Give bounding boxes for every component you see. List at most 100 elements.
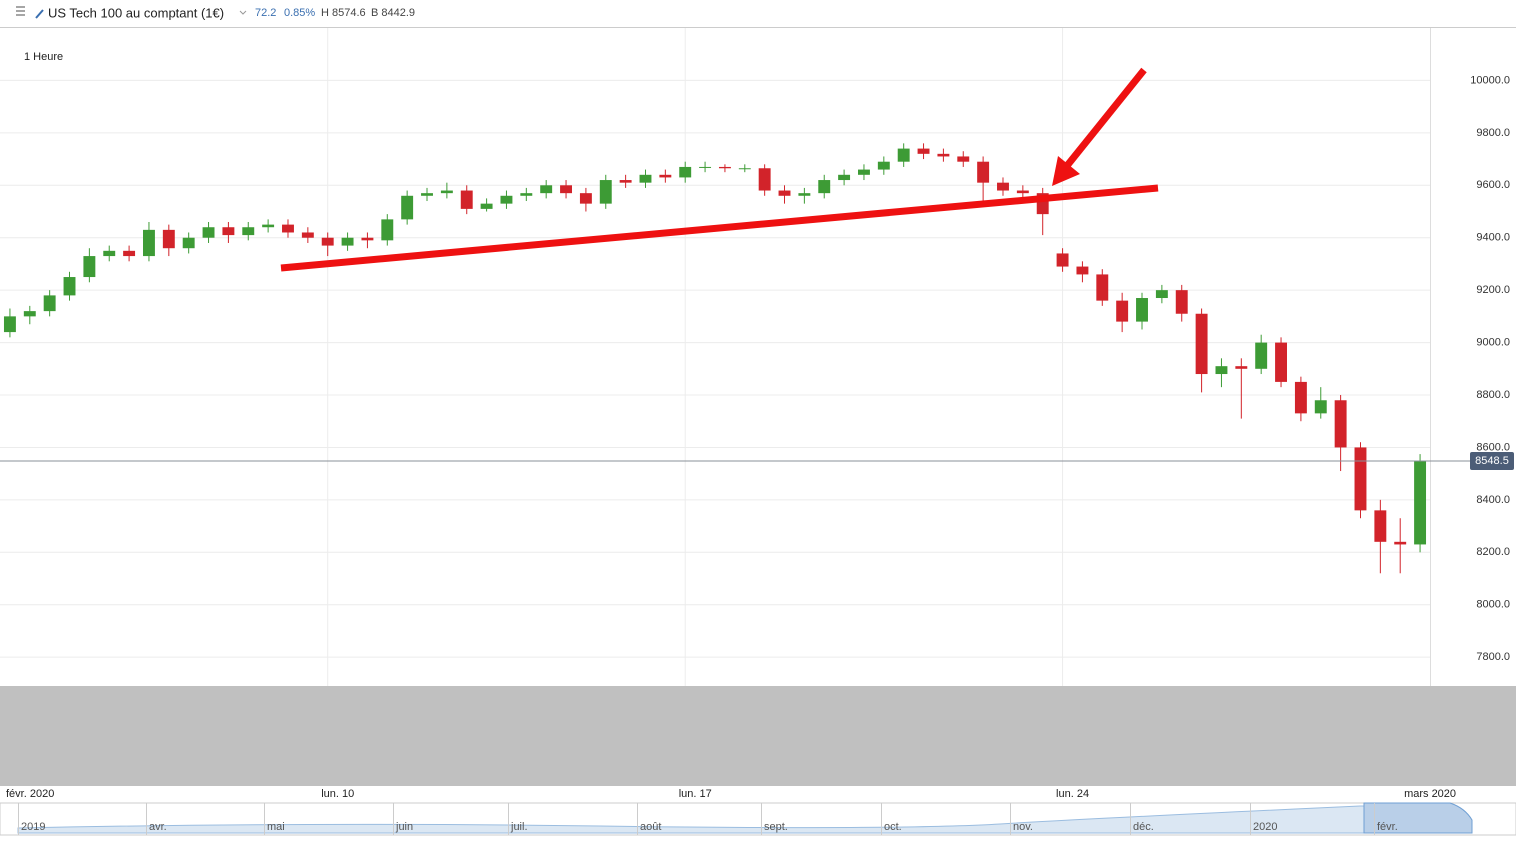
candle-body bbox=[202, 227, 215, 238]
volume-pane bbox=[0, 686, 1516, 786]
arrow-shaft bbox=[1063, 67, 1147, 170]
candle-body bbox=[460, 190, 473, 209]
candle-body bbox=[361, 237, 374, 241]
candle-body bbox=[1016, 190, 1029, 194]
menu-icon[interactable] bbox=[16, 6, 25, 16]
dropdown-icon[interactable] bbox=[239, 10, 247, 15]
candle-body bbox=[897, 148, 910, 162]
y-tick-label: 8200.0 bbox=[1476, 546, 1510, 558]
candle-body bbox=[282, 224, 294, 233]
candle-body bbox=[222, 227, 235, 236]
candle-body bbox=[1175, 290, 1188, 314]
y-tick-label: 10000.0 bbox=[1470, 74, 1510, 86]
candle-body bbox=[1215, 366, 1228, 375]
candle-body bbox=[1414, 460, 1427, 545]
candle-body bbox=[83, 256, 96, 278]
candle-body bbox=[937, 153, 950, 157]
candle-body bbox=[679, 166, 692, 178]
candle-body bbox=[639, 174, 652, 183]
instrument-name[interactable]: US Tech 100 au comptant (1€) bbox=[48, 5, 224, 20]
candle-body bbox=[1354, 447, 1367, 511]
candle-body bbox=[798, 193, 811, 196]
y-tick-label: 9400.0 bbox=[1476, 232, 1510, 244]
candle-body bbox=[1314, 400, 1327, 414]
candle-body bbox=[43, 295, 56, 312]
x-tick-label: mars 2020 bbox=[1404, 788, 1456, 800]
candle-body bbox=[321, 237, 334, 246]
candle-body bbox=[63, 277, 76, 296]
candle-body bbox=[440, 190, 453, 194]
low: B 8442.9 bbox=[371, 7, 415, 19]
candle-body bbox=[1374, 510, 1387, 542]
candle-body bbox=[1255, 342, 1268, 369]
candle-body bbox=[877, 161, 890, 170]
candle-body bbox=[560, 185, 572, 194]
candle-body bbox=[301, 232, 314, 238]
change-pct: 0.85% bbox=[284, 7, 315, 19]
y-tick-label: 9600.0 bbox=[1476, 179, 1510, 191]
candle-body bbox=[480, 203, 493, 209]
candle-body bbox=[401, 195, 414, 220]
high: H 8574.6 bbox=[321, 7, 366, 19]
y-tick-label: 8800.0 bbox=[1476, 389, 1510, 401]
candle-body bbox=[758, 168, 771, 191]
candle-body bbox=[1076, 266, 1089, 275]
candle-body bbox=[838, 174, 851, 181]
candle-body bbox=[1195, 313, 1208, 375]
navigator-label: avr. bbox=[149, 821, 167, 833]
candle-body bbox=[3, 316, 16, 333]
navigator-label: 2019 bbox=[21, 821, 45, 833]
arrow-head bbox=[1052, 156, 1080, 186]
candle-body bbox=[619, 180, 632, 183]
change: 72.2 bbox=[255, 7, 276, 19]
navigator-selection[interactable] bbox=[1363, 802, 1473, 834]
candle-body bbox=[540, 185, 553, 194]
candle-body bbox=[579, 193, 592, 204]
timeframe[interactable]: 1 Heure bbox=[24, 51, 63, 63]
y-tick-label: 7800.0 bbox=[1476, 651, 1510, 663]
candle-body bbox=[162, 229, 175, 249]
navigator-label: août bbox=[640, 821, 661, 833]
x-tick-label: lun. 17 bbox=[679, 788, 712, 800]
candle-body bbox=[520, 193, 533, 196]
candle-body bbox=[143, 229, 155, 257]
y-tick-label: 8000.0 bbox=[1476, 599, 1510, 611]
navigator-label: 2020 bbox=[1253, 821, 1277, 833]
candle-body bbox=[599, 180, 612, 204]
navigator-label: oct. bbox=[884, 821, 902, 833]
navigator-label: juin bbox=[395, 821, 413, 833]
candle-body bbox=[1394, 541, 1407, 545]
navigator-series bbox=[17, 805, 1365, 834]
candle-body bbox=[997, 182, 1009, 191]
candle-body bbox=[1096, 274, 1109, 301]
navigator-label: mai bbox=[267, 821, 285, 833]
candle-body bbox=[1235, 366, 1248, 369]
edit-icon[interactable] bbox=[35, 9, 44, 19]
navigator-label: déc. bbox=[1133, 821, 1154, 833]
navigator-label: févr. bbox=[1377, 821, 1398, 833]
candle-body bbox=[738, 168, 751, 170]
candle-body bbox=[778, 190, 791, 196]
candle-body bbox=[341, 237, 354, 246]
y-tick-label: 8600.0 bbox=[1476, 441, 1510, 453]
candle-body bbox=[659, 174, 672, 178]
candle-body bbox=[917, 148, 930, 154]
candle-body bbox=[1275, 342, 1287, 382]
candle-body bbox=[1294, 381, 1307, 414]
candle-body bbox=[1136, 298, 1148, 322]
trend-line bbox=[280, 184, 1159, 272]
y-tick-label: 9800.0 bbox=[1476, 127, 1510, 139]
candle-body bbox=[23, 311, 36, 317]
navigator-label: nov. bbox=[1013, 821, 1033, 833]
candle-body bbox=[381, 219, 394, 241]
candle-body bbox=[699, 166, 712, 168]
candle-body bbox=[103, 250, 116, 257]
candle-body bbox=[1155, 290, 1168, 299]
candle-body bbox=[182, 237, 195, 249]
last-price-label: 8548.5 bbox=[1475, 455, 1509, 467]
candle-body bbox=[500, 195, 513, 204]
navigator-label: juil. bbox=[510, 821, 528, 833]
candle-body bbox=[1056, 253, 1069, 267]
candle-body bbox=[957, 156, 970, 162]
